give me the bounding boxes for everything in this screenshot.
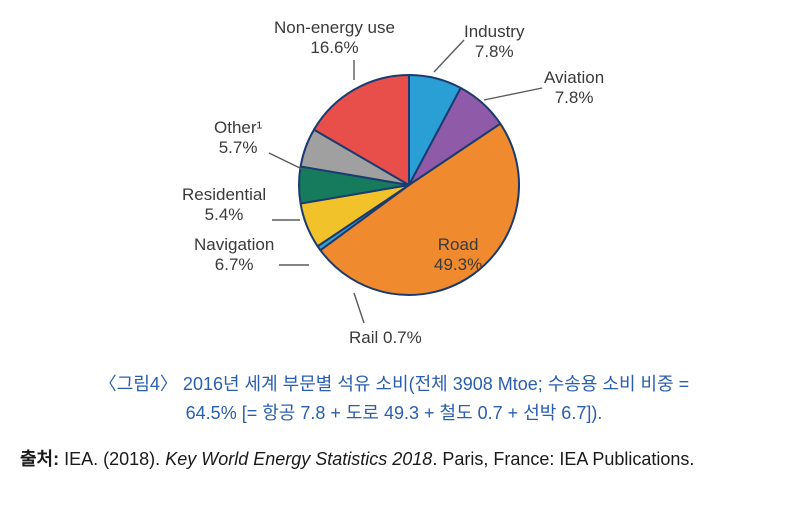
caption-line-1: 〈그림4〉 2016년 세계 부문별 석유 소비(전체 3908 Mtoe; 수… bbox=[99, 374, 689, 394]
pie-chart bbox=[294, 70, 524, 300]
slice-label-industry: Industry7.8% bbox=[464, 22, 524, 63]
pie-chart-container: Industry7.8% Aviation7.8% Road49.3% Rail 0.… bbox=[144, 10, 644, 360]
slice-label-aviation: Aviation7.8% bbox=[544, 68, 604, 109]
source-title: Key World Energy Statistics 2018 bbox=[165, 449, 432, 469]
slice-label-rail: Rail 0.7% bbox=[349, 328, 422, 348]
caption-line-2: 64.5% [= 항공 7.8 + 도로 49.3 + 철도 0.7 + 선박 … bbox=[186, 403, 603, 423]
source-rest: . Paris, France: IEA Publications. bbox=[432, 449, 694, 469]
source-citation: 출처: IEA. (2018). Key World Energy Statis… bbox=[20, 446, 768, 473]
slice-label-other-: Other¹5.7% bbox=[214, 118, 262, 159]
slice-label-residential: Residential5.4% bbox=[182, 185, 266, 226]
slice-label-non-energy-use: Non-energy use16.6% bbox=[274, 18, 395, 59]
source-prefix: 출처: bbox=[20, 449, 64, 469]
lead-line bbox=[434, 40, 464, 72]
figure-caption: 〈그림4〉 2016년 세계 부문별 석유 소비(전체 3908 Mtoe; 수… bbox=[20, 370, 768, 428]
slice-label-road: Road49.3% bbox=[434, 235, 482, 276]
source-author-year: IEA. (2018). bbox=[64, 449, 165, 469]
slice-label-navigation: Navigation6.7% bbox=[194, 235, 274, 276]
